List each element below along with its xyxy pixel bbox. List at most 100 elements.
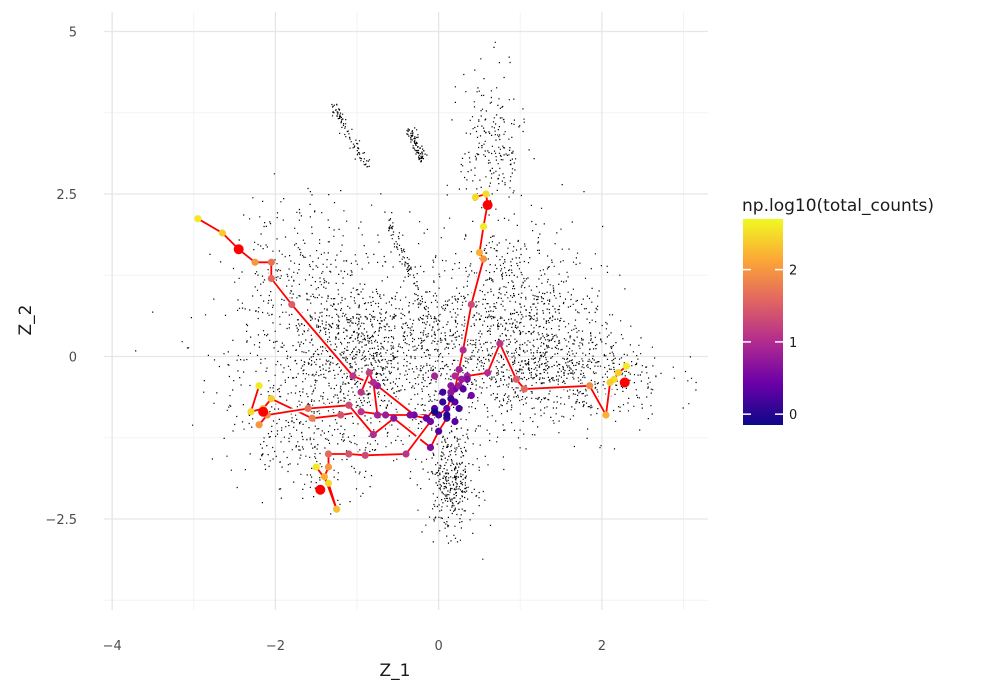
x-axis-title: Z_1 [380,661,411,681]
colorbar [743,219,783,425]
trajectory-point [381,411,390,419]
x-tick-label: 0 [435,639,443,654]
trajectory-point [520,385,528,393]
trajectory-point [622,362,630,370]
trajectory-point [390,414,398,422]
background-dots [135,41,697,560]
y-tick-label: 2.5 [56,188,77,203]
trajectory-point [606,378,614,387]
cell-point [447,382,455,390]
trajectory-point [455,365,463,374]
legend-tick-label: 1 [789,336,797,351]
trajectory-line [315,420,432,511]
y-tick-label: 5 [69,26,77,41]
trajectory-point [475,248,484,257]
cell-point [457,375,466,383]
trajectory-point [267,258,275,266]
x-tick-label: 2 [598,639,606,654]
cell-point [443,411,451,419]
trajectory-point [304,404,312,413]
cell-point [451,372,459,380]
trajectory-line [450,342,627,416]
trajectory-point [288,300,296,309]
y-tick-label: 0 [69,351,77,366]
trajectory-point [324,479,333,487]
trajectory-point [337,411,345,419]
cell-point [455,404,463,413]
trajectory-point [218,229,226,237]
trajectory-point [459,346,467,354]
y-axis-ticks: −2.5 0 2.5 5 [45,26,77,529]
cell-point [463,375,471,383]
cell-point [430,372,439,380]
trajectory-point [333,505,341,513]
trajectory-endpoint [482,200,493,211]
trajectory-point [345,401,353,409]
trajectory-point [324,450,333,458]
x-axis-ticks: −4 −2 0 2 [103,639,606,654]
trajectory-point [467,300,475,309]
cell-point [447,395,455,403]
trajectory-endpoint [233,244,244,255]
color-legend: np.log10(total_counts) 0 1 2 [742,196,934,425]
trajectory-point [512,375,520,383]
trajectory-point [357,388,365,396]
trajectory-point [194,215,202,223]
trajectory-point [479,255,488,263]
trajectory-point [361,451,369,459]
trajectory-point [345,450,353,458]
trajectory-point [369,430,377,439]
trajectory-point [471,193,479,201]
y-tick-label: −2.5 [45,513,77,528]
x-tick-label: −2 [266,639,285,654]
trajectory-point [443,404,451,413]
trajectory-point [365,369,373,377]
trajectory-point [312,463,320,471]
background-points [135,41,697,560]
trajectory-point [614,369,622,377]
trajectory-point [496,339,504,348]
grid [104,12,708,610]
trajectory-point [369,378,377,387]
trajectory-point [402,450,410,458]
trajectory-point [308,414,316,422]
cell-point [451,417,459,426]
trajectory-point [479,222,488,231]
trajectory-point [255,421,263,429]
trajectory-point [255,382,263,390]
trajectory-point [357,408,365,416]
cell-point [467,391,475,400]
trajectory-point [426,443,435,452]
x-tick-label: −4 [103,639,122,654]
legend-tick-label: 2 [789,264,797,279]
trajectory-point [484,369,492,377]
trajectory-point [602,411,610,419]
trajectory-point [406,411,414,419]
trajectory-point [267,274,275,283]
trajectory-point [349,372,357,380]
cell-point [439,388,447,396]
cell-point [459,385,467,393]
y-axis-title: Z_2 [16,305,36,336]
trajectory-point [247,408,255,416]
trajectory-line [360,371,379,416]
trajectory-endpoint [258,406,269,417]
trajectory-point [251,258,259,266]
trajectory-point [482,190,490,198]
trajectory-point [435,427,443,435]
trajectory-point [586,382,594,390]
trajectory-endpoint [315,484,326,495]
trajectory-point [267,395,275,403]
trajectory-point [373,411,382,419]
legend-tick-label: 0 [789,408,797,423]
trajectories [196,191,628,512]
cell-point [439,398,447,406]
trajectory-point [447,388,455,396]
trajectory-endpoint [619,377,630,388]
cell-point [430,408,439,416]
trajectory-points [194,190,630,513]
trajectory-point [324,463,333,471]
trajectory-point [426,417,435,426]
legend-title: np.log10(total_counts) [742,196,934,216]
